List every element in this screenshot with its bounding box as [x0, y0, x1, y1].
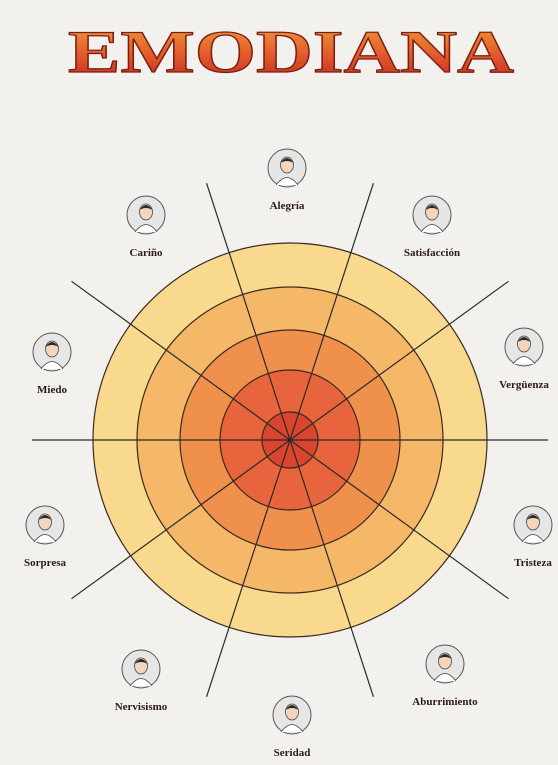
emotion-icon — [273, 696, 311, 734]
emotion-icon — [268, 149, 306, 187]
emotion-icon — [33, 333, 71, 371]
emotion-icon — [514, 506, 552, 544]
emotion-icon — [26, 506, 64, 544]
emotion-label: Vergüenza — [499, 379, 549, 391]
emotion-icon — [505, 328, 543, 366]
emotion-icon — [426, 645, 464, 683]
emotion-label: Satisfacción — [404, 247, 460, 259]
emotion-label: Cariño — [130, 247, 164, 259]
emotion-label: Seridad — [274, 747, 311, 759]
emotion-label: Sorpresa — [24, 557, 66, 569]
title: EMODIANA — [68, 19, 514, 85]
emotion-icon — [127, 196, 165, 234]
emotion-label: Miedo — [37, 384, 67, 396]
emotion-label: Nervisismo — [115, 701, 168, 713]
emotion-icon — [413, 196, 451, 234]
emotion-label: Alegría — [270, 200, 305, 212]
emotion-label: Tristeza — [514, 557, 552, 569]
emotion-icon — [122, 650, 160, 688]
poster: EMODIANA Alegría Satisfacción Vergüenza Tri… — [0, 0, 558, 765]
emotion-label: Aburrimiento — [412, 696, 478, 708]
